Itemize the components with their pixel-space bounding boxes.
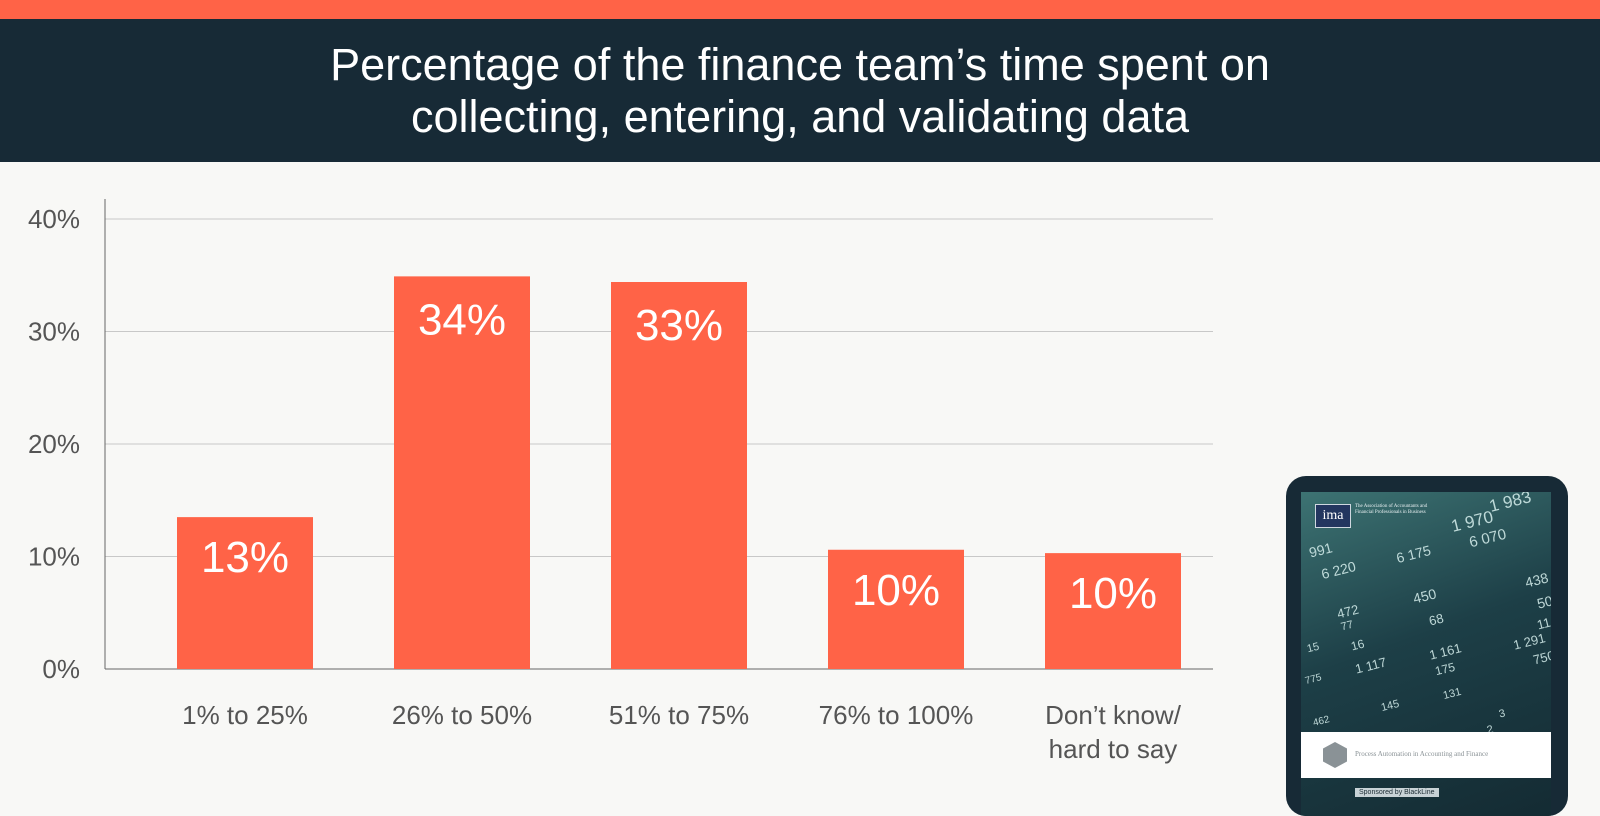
ticker-number: 16: [1349, 636, 1366, 654]
bar-chart: 0% 10% 20% 30% 40% 13% 1% to 25% 34% 26% to 50% 3…: [28, 199, 1213, 764]
ticker-number: 1 983: [1487, 492, 1534, 516]
report-cover-image: 1 983 1 970 6 070 991 6 220 6 175 438 50 450 472 7…: [1301, 492, 1551, 816]
x-tick-label: 51% to 75%: [609, 700, 749, 730]
bar: [611, 282, 747, 669]
bar: [394, 276, 530, 669]
ima-logo: ima: [1315, 504, 1351, 528]
ticker-number: 991: [1307, 539, 1334, 561]
ticker-number: 750: [1531, 647, 1551, 668]
x-tick-label-line: 51% to 75%: [609, 700, 749, 730]
bar: [828, 549, 964, 669]
ticker-number: 1 161: [1427, 640, 1463, 663]
x-tick-label-line: 26% to 50%: [392, 700, 532, 730]
ticker-number: 1 117: [1353, 654, 1388, 677]
x-tick-label: 76% to 100%: [819, 700, 974, 730]
ticker-number: 77: [1339, 618, 1355, 634]
ticker-number: 68: [1427, 610, 1446, 629]
ticker-number: 450: [1411, 585, 1438, 607]
sponsor-label: Sponsored by BlackLine: [1355, 788, 1439, 797]
ima-tagline: The Association of Accountants and Finan…: [1355, 504, 1428, 515]
report-title: Process Automation in Accounting and Fin…: [1355, 750, 1489, 758]
bar: [177, 517, 313, 669]
report-cover-tablet: 1 983 1 970 6 070 991 6 220 6 175 438 50 450 472 7…: [1286, 476, 1568, 816]
y-tick-label: 10%: [28, 542, 80, 572]
ticker-number: 145: [1379, 697, 1401, 715]
ticker-number: 775: [1303, 672, 1323, 687]
y-tick-label: 20%: [28, 429, 80, 459]
x-tick-label-line: 1% to 25%: [182, 700, 308, 730]
hexagon-icon: [1323, 742, 1347, 768]
bar-data-label: 10%: [852, 566, 940, 615]
y-tick-label: 40%: [28, 204, 80, 234]
chart-title: Percentage of the finance team’s time sp…: [330, 38, 1270, 142]
x-tick-label: Don’t know/hard to say: [1045, 700, 1182, 764]
chart-header: Percentage of the finance team’s time sp…: [0, 19, 1600, 162]
ticker-number: 3: [1497, 707, 1507, 721]
bar-data-label: 33%: [635, 301, 723, 350]
x-tick-label-line: 76% to 100%: [819, 700, 974, 730]
ticker-number: 438: [1523, 569, 1550, 591]
y-tick-label: 0%: [42, 654, 80, 684]
bar-data-label: 34%: [418, 295, 506, 344]
ticker-number: 462: [1311, 714, 1331, 729]
ticker-number: 50: [1535, 592, 1551, 612]
top-accent-stripe: [0, 0, 1600, 19]
ticker-number: 131: [1441, 685, 1463, 703]
y-tick-label: 30%: [28, 317, 80, 347]
ticker-number: 6 175: [1394, 541, 1433, 567]
report-title-band: Process Automation in Accounting and Fin…: [1301, 732, 1551, 778]
ticker-number: 15: [1305, 640, 1321, 656]
x-tick-label: 1% to 25%: [182, 700, 308, 730]
ticker-number: 6 220: [1319, 557, 1358, 583]
x-tick-label: 26% to 50%: [392, 700, 532, 730]
x-tick-label-line: Don’t know/: [1045, 700, 1182, 730]
x-tick-label-line: hard to say: [1049, 734, 1178, 764]
bar-data-label: 13%: [201, 533, 289, 582]
ticker-number: 175: [1433, 659, 1457, 679]
bar: [1045, 553, 1181, 669]
bar-data-label: 10%: [1069, 569, 1157, 618]
